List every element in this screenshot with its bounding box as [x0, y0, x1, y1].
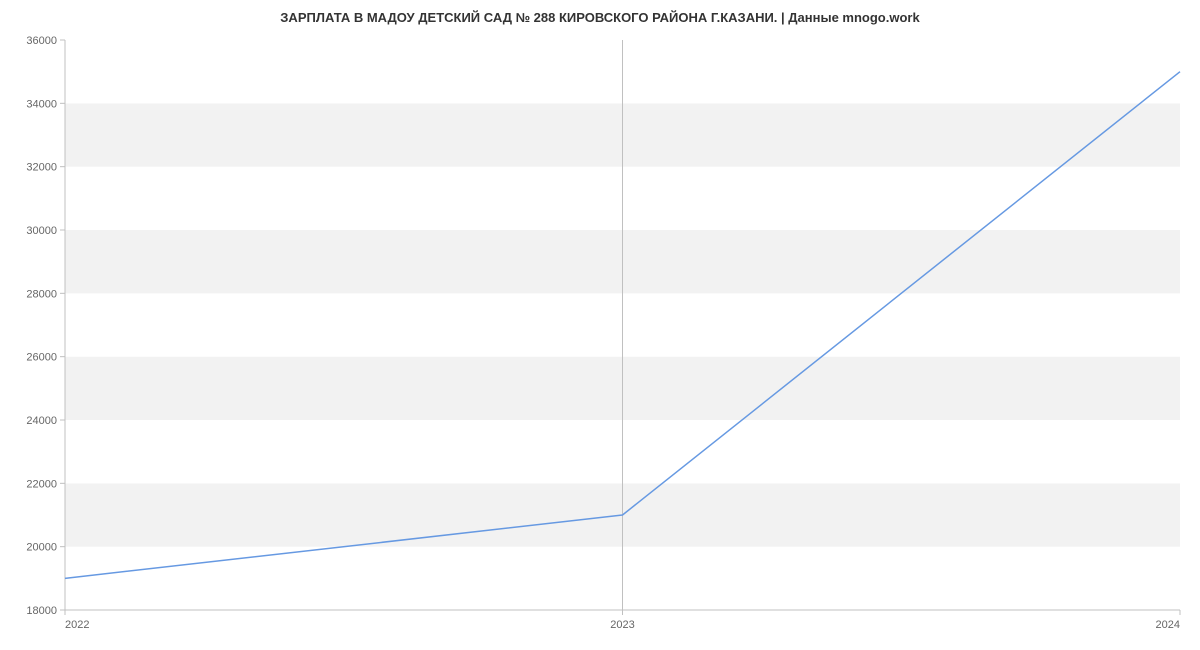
- salary-chart: ЗАРПЛАТА В МАДОУ ДЕТСКИЙ САД № 288 КИРОВ…: [0, 0, 1200, 650]
- y-tick-label: 20000: [26, 542, 57, 554]
- y-tick-label: 26000: [26, 352, 57, 364]
- y-tick-label: 18000: [26, 605, 57, 617]
- x-tick-label: 2023: [610, 619, 634, 631]
- y-tick-label: 36000: [26, 35, 57, 47]
- y-tick-label: 22000: [26, 478, 57, 490]
- x-tick-label: 2022: [65, 619, 89, 631]
- y-tick-label: 24000: [26, 415, 57, 427]
- chart-plot-area: 18000 20000 22000 24000 26000 28000 30000 32000…: [0, 0, 1200, 650]
- chart-title: ЗАРПЛАТА В МАДОУ ДЕТСКИЙ САД № 288 КИРОВ…: [0, 10, 1200, 25]
- y-tick-label: 28000: [26, 288, 57, 300]
- y-tick-label: 32000: [26, 162, 57, 174]
- y-tick-label: 30000: [26, 225, 57, 237]
- y-tick-label: 34000: [26, 98, 57, 110]
- x-tick-label: 2024: [1156, 619, 1180, 631]
